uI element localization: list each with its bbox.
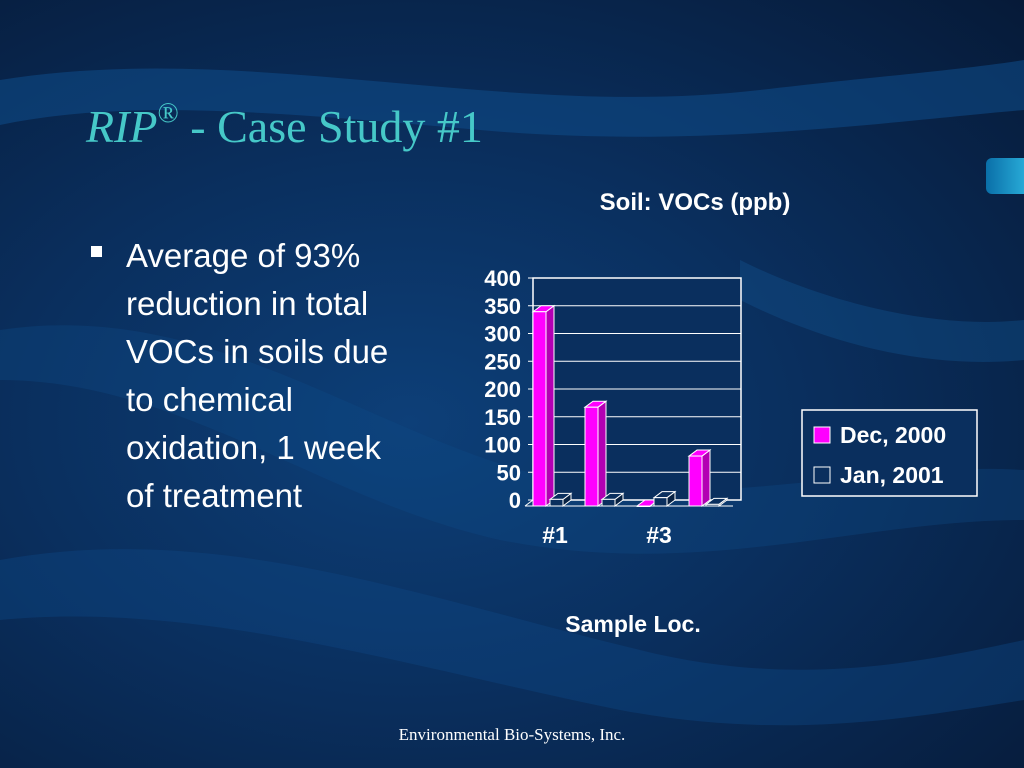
y-tick-label: 200	[484, 377, 521, 402]
bar-jan-2001	[600, 492, 625, 507]
bullet-square-icon	[91, 246, 102, 257]
legend-swatch	[813, 426, 831, 444]
x-tick-label: #1	[542, 522, 568, 548]
bar-front	[636, 505, 651, 507]
bar-front	[653, 497, 668, 507]
legend-swatch	[813, 466, 831, 484]
bar-side	[701, 449, 711, 507]
y-tick-label: 250	[484, 349, 521, 374]
y-tick-label: 400	[484, 266, 521, 291]
chart-floor-edge	[524, 499, 534, 507]
footer-company: Environmental Bio-Systems, Inc.	[398, 725, 626, 744]
y-tick-label: 100	[484, 433, 521, 458]
legend-box	[801, 409, 978, 497]
chart-title: Soil: VOCs (ppb)	[600, 189, 791, 216]
legend-label: Jan, 2001	[840, 462, 944, 488]
bar-dec-2000	[583, 400, 608, 507]
bar-front	[601, 498, 616, 507]
bar-front	[584, 406, 599, 507]
bar-jan-2001	[548, 492, 573, 507]
bar-dec-2000	[687, 449, 712, 507]
title-rest: - Case Study #1	[178, 101, 483, 152]
y-tick-label: 0	[509, 488, 521, 513]
y-tick-label: 350	[484, 294, 521, 319]
bullet-list: Average of 93% reduction in total VOCs i…	[86, 232, 416, 520]
title-rip: RIP	[86, 101, 158, 152]
bar-dec-2000	[531, 304, 556, 507]
bullet-text: Average of 93% reduction in total VOCs i…	[126, 237, 389, 514]
bar-front	[705, 503, 720, 507]
bar-jan-2001	[652, 490, 677, 507]
y-tick-label: 300	[484, 322, 521, 347]
bar-jan-2001	[704, 497, 729, 507]
bar-front	[688, 455, 703, 507]
y-tick-label: 50	[497, 460, 521, 485]
bar-side	[545, 304, 555, 507]
bar-side	[597, 400, 607, 507]
legend-label: Dec, 2000	[840, 422, 946, 448]
bar-front	[549, 498, 564, 507]
registered-mark: ®	[157, 97, 179, 129]
x-axis-title: Sample Loc.	[565, 611, 700, 637]
chart-legend: Dec, 2000 Jan, 2001	[801, 409, 978, 497]
x-tick-label: #3	[646, 522, 672, 548]
decorative-tab	[986, 158, 1024, 194]
slide-title: RIP® - Case Study #1	[86, 97, 483, 153]
y-tick-label: 150	[484, 405, 521, 430]
bar-front	[532, 311, 547, 507]
